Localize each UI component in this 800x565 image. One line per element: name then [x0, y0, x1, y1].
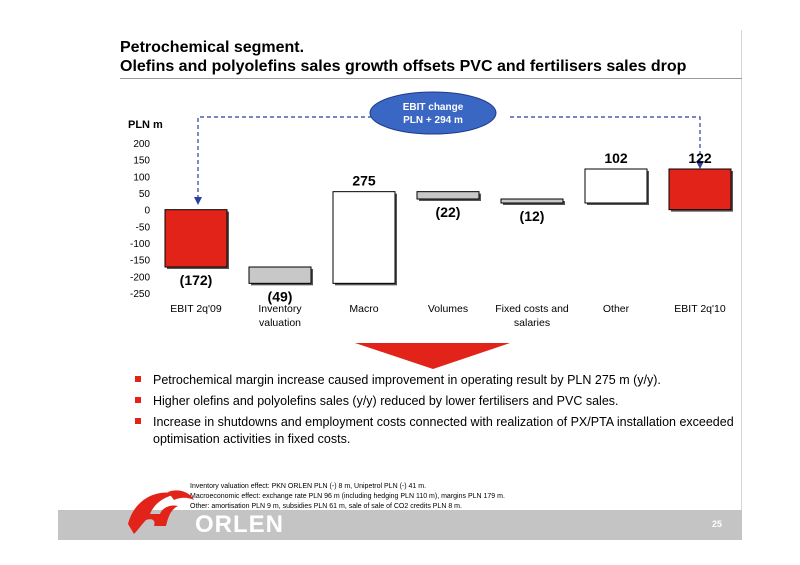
data-label: (22) [436, 204, 461, 220]
y-tick-label: -200 [130, 272, 150, 283]
bar [248, 266, 312, 284]
callout-arrowhead-right [696, 161, 704, 169]
orlen-eagle-logo-icon [128, 490, 194, 534]
waterfall-chart: EBIT change PLN + 294 m PLN m 200 150 100 5… [128, 91, 733, 369]
bar [332, 191, 396, 284]
bullet-marker [135, 418, 141, 424]
callout-connector-left [197, 116, 372, 198]
callout-oval [369, 91, 497, 135]
data-label: 275 [352, 173, 376, 189]
x-tick-label: Macro [349, 303, 378, 315]
bullet-item-2: Higher olefins and polyolefins sales (y/… [135, 393, 735, 410]
x-tick-label: Inventory [258, 303, 302, 315]
x-axis-labels: EBIT 2q'09 Inventory valuation Macro Volumes… [170, 303, 726, 329]
y-axis-unit-label: PLN m [128, 119, 163, 131]
footnote-other: Other: amortisation PLN 9 m, subsidies P… [190, 503, 462, 510]
bar [668, 168, 732, 211]
data-label: 122 [688, 150, 712, 166]
y-tick-label: 200 [133, 139, 150, 150]
y-tick-label: -100 [130, 239, 150, 250]
right-divider [741, 30, 742, 510]
orlen-logo-text: ORLEN [195, 511, 284, 538]
footer-bar: 25 [58, 510, 742, 540]
bar [500, 198, 564, 204]
y-tick-label: 50 [139, 189, 151, 200]
y-tick-label: 150 [133, 156, 150, 167]
x-tick-label: EBIT 2q'10 [674, 303, 726, 315]
y-tick-label: -50 [136, 222, 151, 233]
x-tick-label: Volumes [428, 303, 468, 315]
bullet-marker [135, 376, 141, 382]
footnotes: Inventory valuation effect: PKN ORLEN PL… [190, 482, 505, 512]
page-number: 25 [711, 519, 722, 529]
footnote-macro: Macroeconomic effect: exchange rate PLN … [190, 493, 505, 500]
bars-group: (172) (49) 275 (22) (12) 102 122 [164, 150, 733, 304]
title-underline [120, 78, 742, 79]
data-label: (12) [520, 208, 545, 224]
bullet-list: Petrochemical margin increase caused imp… [135, 372, 735, 452]
title-line-2: Olefins and polyolefins sales growth off… [120, 58, 687, 75]
callout-connector-right [510, 116, 701, 162]
bar [584, 168, 648, 204]
bar [416, 191, 480, 200]
x-tick-label: Fixed costs and [495, 303, 569, 315]
y-axis: 200 150 100 50 0 -50 -100 -150 -200 -250 [130, 139, 150, 300]
bullet-marker [135, 397, 141, 403]
x-tick-label: valuation [259, 317, 301, 329]
bar [164, 209, 228, 268]
callout-line-2: PLN + 294 m [403, 115, 463, 126]
down-arrow [355, 343, 510, 369]
bullet-text: Increase in shutdowns and employment cos… [153, 415, 734, 446]
data-label: 102 [604, 150, 628, 166]
y-tick-label: -250 [130, 289, 150, 300]
title-line-1: Petrochemical segment. [120, 39, 305, 56]
footnote-inventory: Inventory valuation effect: PKN ORLEN PL… [190, 483, 427, 490]
bullet-item-1: Petrochemical margin increase caused imp… [135, 372, 735, 389]
callout-arrowhead-left [194, 197, 202, 205]
bullet-text: Higher olefins and polyolefins sales (y/… [153, 394, 619, 408]
page-title: Petrochemical segment. Olefins and polyo… [120, 38, 686, 76]
bullet-text: Petrochemical margin increase caused imp… [153, 373, 661, 387]
x-tick-label: salaries [514, 317, 550, 329]
x-tick-label: Other [603, 303, 630, 315]
callout-line-1: EBIT change [403, 102, 464, 113]
x-tick-label: EBIT 2q'09 [170, 303, 222, 315]
y-tick-label: -150 [130, 256, 150, 267]
bullet-item-3: Increase in shutdowns and employment cos… [135, 414, 735, 448]
data-label: (172) [180, 272, 213, 288]
y-tick-label: 0 [144, 206, 150, 217]
y-tick-label: 100 [133, 172, 150, 183]
data-label: (49) [268, 288, 293, 304]
ebit-change-callout: EBIT change PLN + 294 m [194, 91, 704, 205]
